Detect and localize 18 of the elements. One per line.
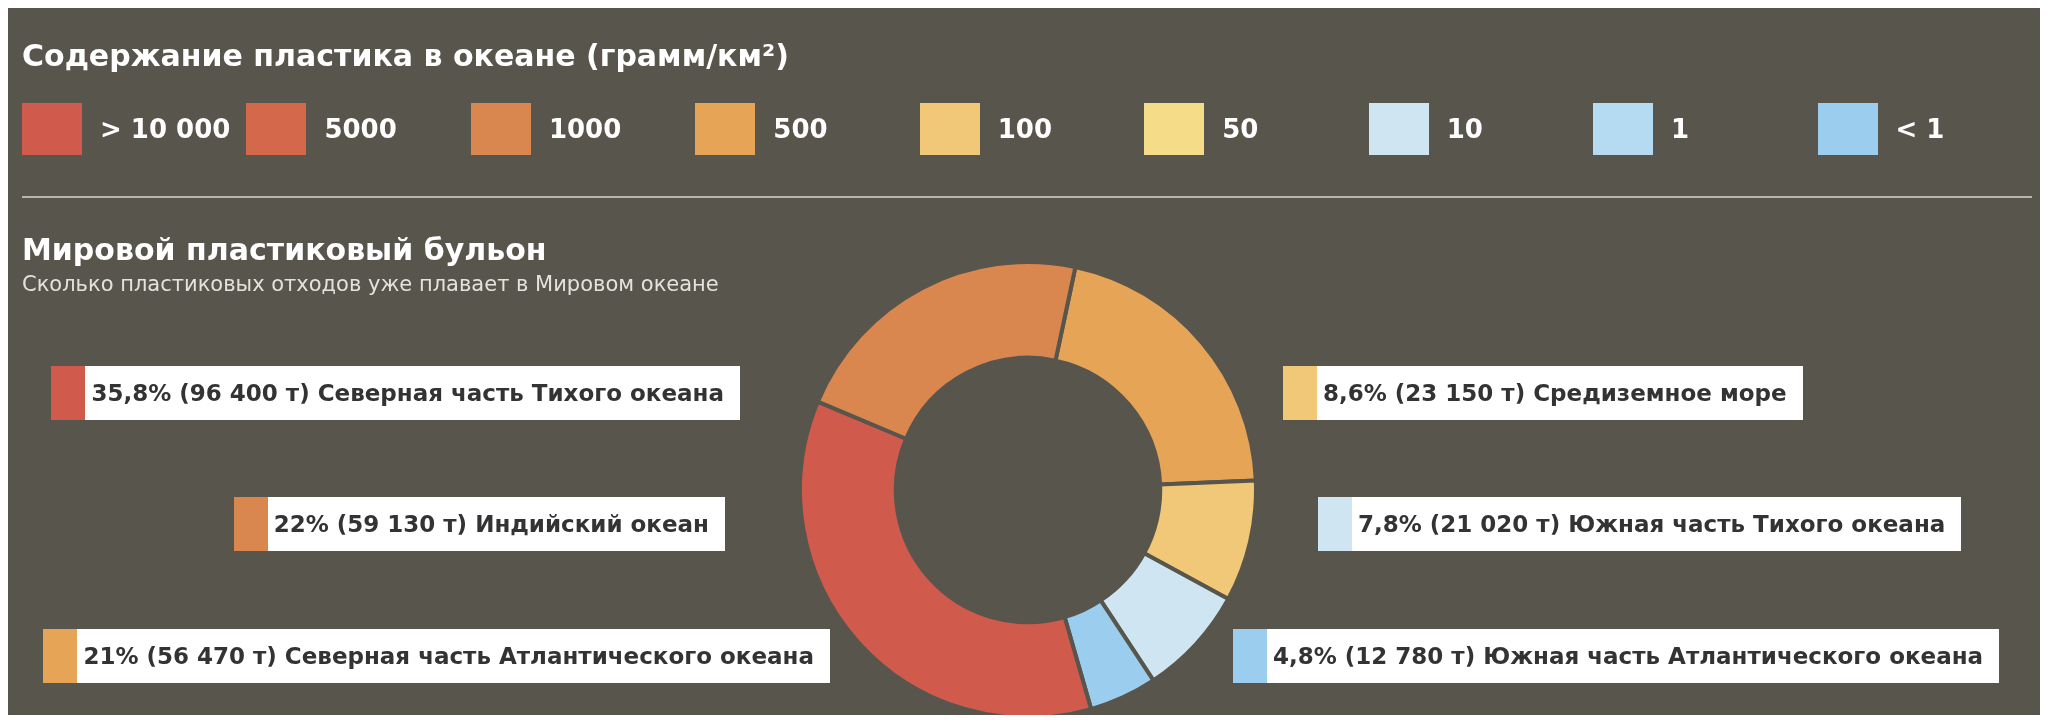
legend-label: 21% (56 470 т) Северная часть Атлантического океана xyxy=(83,643,814,669)
category-label: > 10 000 xyxy=(100,114,231,144)
legend-label: 7,8% (21 020 т) Южная часть Тихого океана xyxy=(1358,511,1946,537)
category-label: 5000 xyxy=(324,114,397,144)
legend-label: 22% (59 130 т) Индийский океан xyxy=(273,511,709,537)
legend-label: 4,8% (12 780 т) Южная часть Атлантического океана xyxy=(1273,643,1984,669)
legend-label: 35,8% (96 400 т) Северная часть Тихого океана xyxy=(91,380,724,406)
chart-title: Мировой пластиковый бульон xyxy=(22,232,547,267)
chart-subtitle: Сколько пластиковых отходов уже плавает в Мировом океане xyxy=(22,272,719,296)
category-label: < 1 xyxy=(1895,114,1945,144)
legend-label: 8,6% (23 150 т) Средиземное море xyxy=(1323,380,1787,406)
category-label: 500 xyxy=(773,114,828,144)
category-label: 1000 xyxy=(548,114,622,144)
category-label: 50 xyxy=(1222,114,1259,144)
text: Содержание пластика в океане (грамм/км²) xyxy=(22,38,790,73)
category-label: 10 xyxy=(1446,114,1483,144)
category-label: 1 xyxy=(1671,114,1690,144)
category-label: 100 xyxy=(997,114,1053,144)
